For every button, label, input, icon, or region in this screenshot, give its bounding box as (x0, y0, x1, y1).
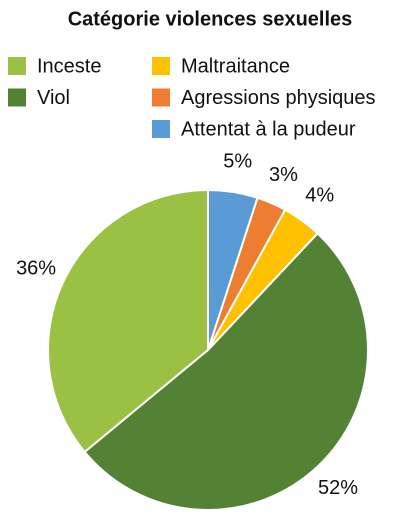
data-label: 52% (318, 477, 358, 499)
legend-swatch (152, 120, 170, 138)
pie-slice (207, 188, 259, 351)
data-label: 5% (223, 151, 252, 173)
legend-swatch (8, 57, 26, 75)
legend-label: Maltraitance (181, 55, 290, 77)
legend-swatch (152, 57, 170, 75)
chart-title: Catégorie violences sexuelles (68, 8, 353, 30)
data-label: 3% (269, 164, 298, 186)
legend-swatch (8, 88, 26, 107)
legend-label: Attentat à la pudeur (181, 118, 356, 140)
pie-slice (47, 188, 209, 454)
legend-label: Inceste (37, 55, 101, 77)
legend-swatch (152, 88, 170, 107)
pie-slice (83, 231, 369, 511)
legend-label: Agressions physiques (181, 87, 376, 109)
legend-label: Viol (37, 87, 70, 109)
data-label: 4% (305, 185, 334, 207)
data-label: 36% (16, 257, 56, 279)
